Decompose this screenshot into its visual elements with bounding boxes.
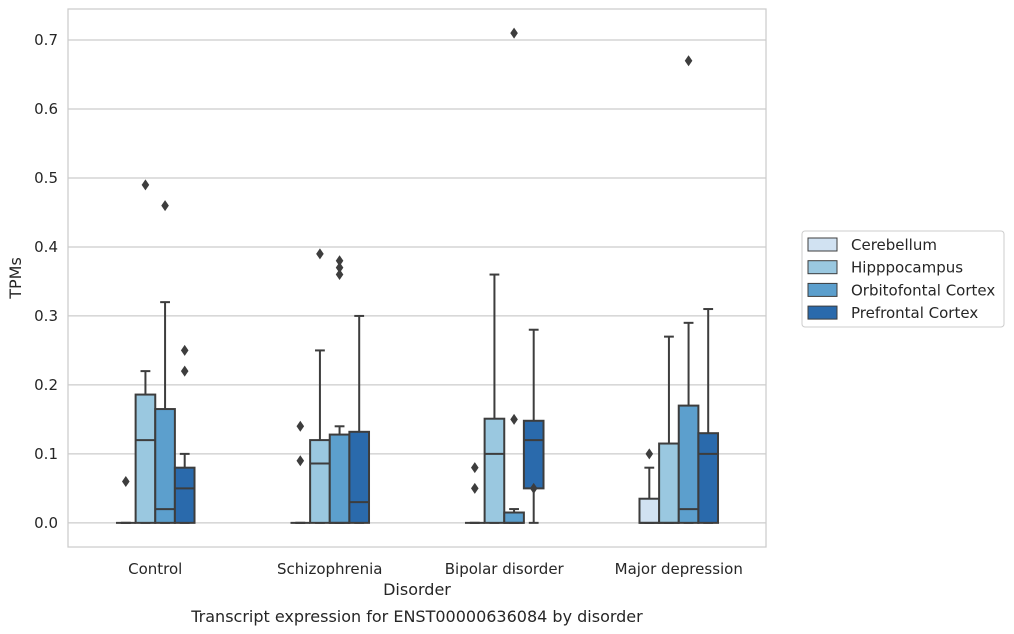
legend: Cerebellum Hipppocampus Orbitofontal Corte…: [801, 230, 1005, 328]
box-iqr: [134, 393, 157, 524]
box-group: [464, 27, 545, 524]
outlier-point: [180, 344, 189, 356]
outlier-point: [316, 248, 324, 260]
box-cerebellum: [464, 462, 485, 524]
outlier-point: [471, 482, 479, 494]
y-tick-label: 0.7: [34, 31, 58, 49]
outlier-point: [141, 179, 150, 191]
outlier-point: [296, 420, 305, 432]
box-prefrontal-cortex: [173, 344, 196, 524]
box-hipppocampus: [134, 179, 157, 524]
legend-swatch: [807, 260, 838, 275]
box-iqr: [522, 419, 545, 490]
outlier-point: [335, 269, 344, 281]
y-tick-label: 0.5: [34, 169, 58, 187]
outlier-point: [510, 413, 518, 425]
box-hipppocampus: [483, 273, 506, 524]
plot-frame: [67, 8, 767, 548]
y-tick-label: 0.4: [34, 238, 58, 256]
box-orbitofontal-cortex: [328, 255, 351, 524]
box-iqr: [173, 466, 196, 524]
box-groups: [115, 27, 720, 524]
box-group: [290, 248, 371, 524]
box-group: [115, 179, 196, 524]
x-tick-label: Bipolar disorder: [445, 560, 565, 578]
box-orbitofontal-cortex: [503, 27, 525, 524]
outlier-point: [296, 455, 305, 467]
legend-label: Orbitofontal Cortex: [851, 281, 995, 299]
legend-swatch: [807, 305, 838, 320]
y-tick-label: 0.1: [34, 445, 58, 463]
x-tick-label: Control: [128, 560, 182, 578]
x-tick-labels: Control Schizophrenia Bipolar disorder Majo…: [128, 560, 743, 578]
outlier-point: [684, 55, 693, 67]
legend-label: Hipppocampus: [851, 259, 963, 277]
box-cerebellum: [638, 448, 661, 524]
box-group: [638, 55, 720, 524]
outlier-point: [645, 448, 654, 460]
legend-item: Cerebellum: [807, 236, 937, 254]
box-iqr: [503, 511, 525, 524]
box-iqr: [677, 404, 700, 524]
outlier-point: [471, 462, 479, 474]
box-iqr: [697, 432, 720, 524]
outlier-point: [335, 255, 344, 267]
legend-swatch: [807, 282, 838, 297]
x-tick-label: Schizophrenia: [277, 560, 382, 578]
box-prefrontal-cortex: [348, 314, 371, 524]
box-cerebellum: [115, 475, 136, 524]
legend-label: Prefrontal Cortex: [851, 304, 978, 322]
y-tick-label: 0.6: [34, 100, 58, 118]
y-axis-title: TPMs: [6, 257, 25, 300]
outlier-point: [335, 262, 344, 274]
legend-label: Cerebellum: [851, 236, 937, 254]
legend-item: Orbitofontal Cortex: [807, 281, 995, 299]
box-hipppocampus: [658, 335, 680, 524]
box-iqr: [658, 442, 680, 524]
legend-frame: [801, 230, 1005, 328]
y-tick-label: 0.0: [34, 514, 58, 532]
box-cerebellum: [290, 420, 311, 524]
box-iqr: [309, 439, 331, 524]
outlier-point: [510, 27, 518, 39]
outlier-point: [161, 200, 169, 212]
outlier-point: [180, 365, 189, 377]
y-tick-label: 0.2: [34, 376, 58, 394]
box-prefrontal-cortex: [697, 308, 720, 524]
chart-caption: Transcript expression for ENST0000063608…: [190, 607, 643, 626]
box-prefrontal-cortex: [522, 328, 545, 524]
box-orbitofontal-cortex: [154, 200, 176, 524]
box-iqr: [328, 433, 351, 524]
x-axis-title: Disorder: [383, 580, 451, 599]
legend-item: Hipppocampus: [807, 259, 963, 277]
x-tick-label: Major depression: [615, 560, 743, 578]
legend-item: Prefrontal Cortex: [807, 304, 978, 322]
box-iqr: [483, 417, 506, 524]
box-iqr: [154, 408, 176, 524]
outlier-point: [122, 475, 130, 487]
box-iqr: [348, 430, 371, 524]
box-orbitofontal-cortex: [677, 55, 700, 524]
outlier-point: [529, 482, 538, 494]
box-hipppocampus: [309, 248, 331, 524]
legend-swatch: [807, 237, 838, 252]
box-iqr: [638, 497, 661, 524]
y-tick-labels: 0.0 0.1 0.2 0.3 0.4 0.5 0.6 0.7: [34, 31, 58, 532]
y-tick-label: 0.3: [34, 307, 58, 325]
